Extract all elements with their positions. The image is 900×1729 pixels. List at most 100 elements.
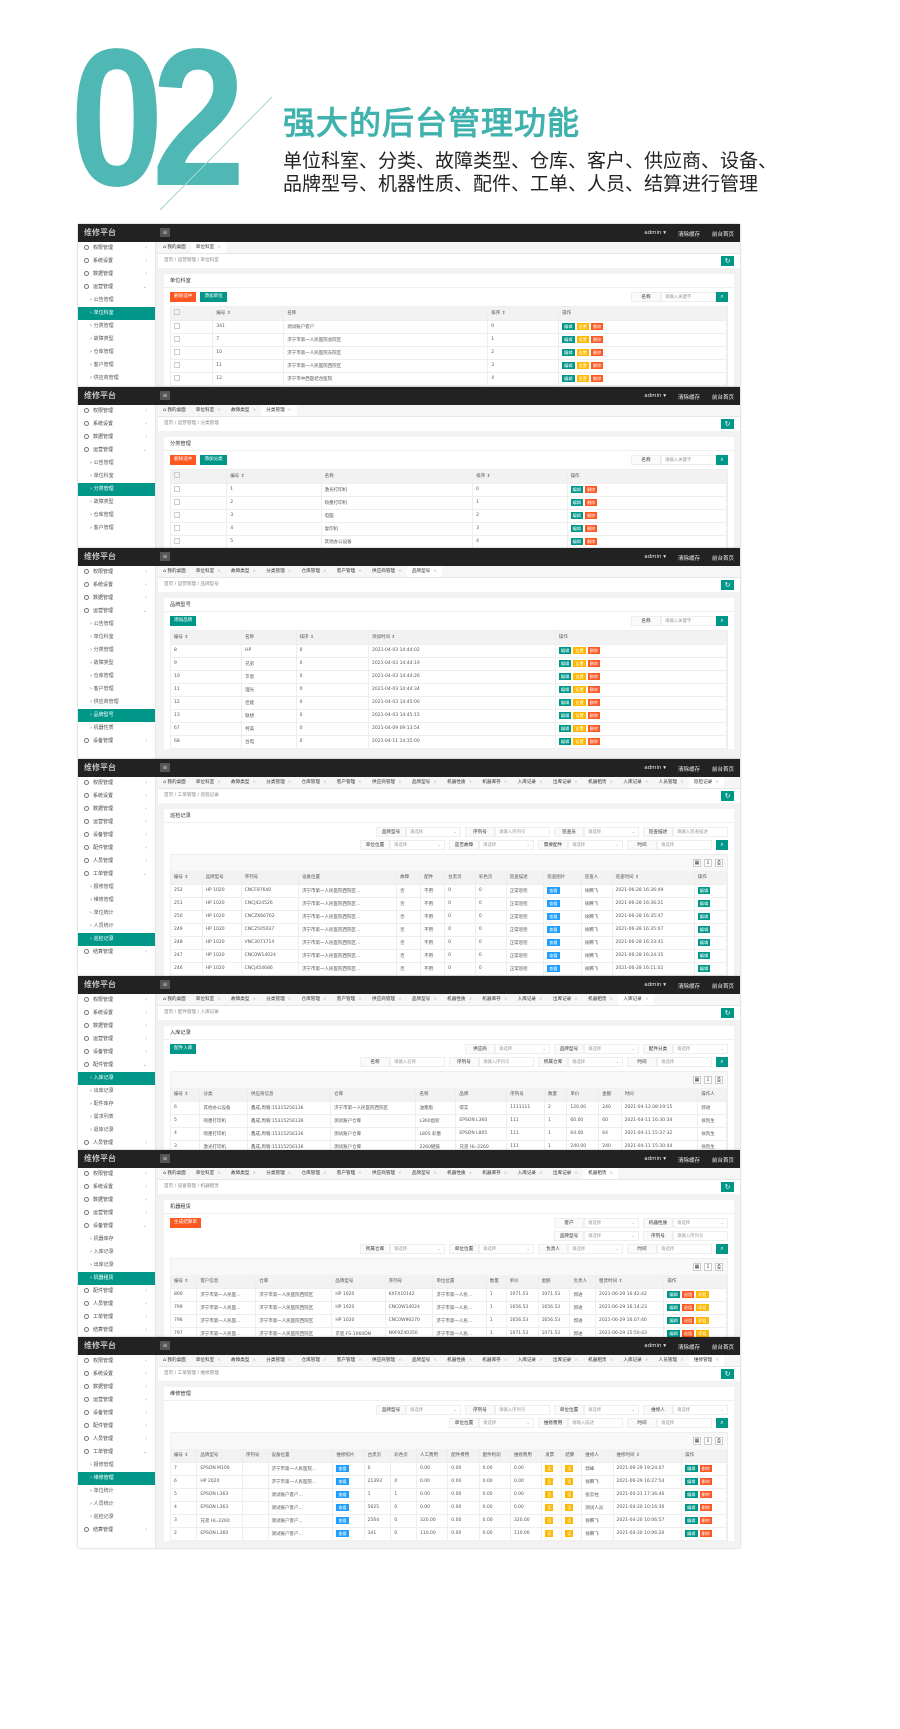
checkbox[interactable] (174, 348, 180, 355)
sidebar-item[interactable]: › 公告管理 (78, 618, 155, 631)
search-input[interactable]: 请输入关键字 (661, 616, 716, 626)
close-icon[interactable]: × (715, 780, 720, 785)
row-teal-action-button[interactable]: 编辑 (558, 647, 572, 654)
checkbox[interactable] (174, 511, 180, 518)
tab[interactable]: 入库记录 × (513, 994, 548, 1005)
sidebar-item[interactable]: › 配件库存 (78, 1098, 155, 1111)
tab[interactable]: 仓库管理 × (297, 777, 332, 788)
delete-selected-button[interactable]: 删除选中 (170, 455, 197, 465)
row-teal-action-button[interactable]: 编辑 (570, 486, 583, 493)
row-teal-action-button[interactable]: 编辑 (697, 926, 711, 933)
table-row[interactable]: 4 EPSON L363 测试账户客户... 查看 5625 0 0.00 0.00 0.00 0… (171, 1500, 727, 1514)
sidebar-item[interactable]: 人员管理 ‹ (78, 1298, 155, 1311)
columns-icon[interactable]: ▦ (693, 1076, 701, 1084)
sidebar-item[interactable]: 权限管理 ‹ (78, 1168, 155, 1181)
cell-badge[interactable]: 查看 (547, 913, 560, 920)
row-teal-action-button[interactable]: 编辑 (685, 1504, 698, 1511)
clear-cache-link[interactable]: 清除缓存 (677, 232, 700, 238)
sidebar-item[interactable]: 权限管理 ‹ (78, 566, 155, 579)
filter-select[interactable]: 请选择 ⌄ (479, 840, 534, 850)
sidebar-item[interactable]: › 公告管理 (78, 294, 155, 307)
row-teal-action-button[interactable]: 编辑 (697, 900, 711, 907)
row-yellow-action-button[interactable]: 设置 (576, 349, 589, 356)
close-icon[interactable]: × (539, 1171, 543, 1176)
tab[interactable]: 机器租赁 × (583, 1168, 619, 1179)
close-icon[interactable]: × (217, 569, 222, 574)
sidebar-item[interactable]: › 单位科室 (78, 470, 155, 483)
filter-select[interactable]: 请选择 ⌄ (568, 1244, 623, 1254)
front-home-link[interactable]: 前台首页 (711, 232, 734, 238)
row-teal-action-button[interactable]: 编辑 (562, 336, 575, 343)
row-red-action-button[interactable]: 删除 (699, 1504, 712, 1511)
sidebar-item[interactable]: › 出库记录 (78, 1259, 155, 1272)
cell-badge[interactable]: 查看 (547, 965, 560, 973)
refresh-icon[interactable]: ↻ (721, 580, 734, 590)
row-yellow-action-button[interactable]: 设置 (576, 375, 589, 383)
sidebar-item[interactable]: 系统设置 ‹ (78, 579, 155, 592)
sidebar-item[interactable]: 运营管理 ⌄ (78, 605, 155, 618)
tab[interactable]: 入库记录 × (513, 777, 548, 788)
sidebar-item[interactable]: › 仓库管理 (78, 346, 155, 359)
tab[interactable]: 机器租赁 × (583, 777, 618, 788)
primary-action-button[interactable]: 配件入库 (170, 1044, 197, 1054)
filter-input[interactable]: 请输入名称 (390, 1057, 445, 1067)
tab[interactable]: 品牌型号 × (407, 994, 442, 1005)
sidebar-item[interactable]: 运营管理 ⌄ (78, 281, 155, 294)
cell-badge[interactable]: 查看 (547, 887, 560, 894)
tab[interactable]: 分类管理 × (261, 566, 296, 577)
sidebar-item[interactable]: › 巡检记录 (78, 933, 155, 946)
close-icon[interactable]: × (433, 569, 438, 574)
sidebar-item[interactable]: › 单位科室 (78, 631, 155, 644)
table-row[interactable]: 249 HP 1020 CNC2505037 济宁市第一人民医院西院区... 否不用 0 0… (171, 922, 728, 936)
sidebar-item[interactable]: 设备管理 ‹ (78, 735, 155, 748)
cell-badge[interactable]: 查看 (336, 1530, 349, 1538)
table-row[interactable]: 797 济宁市第一人民医... 济宁市第一人民医院西院区 京瓷 FS-1060DN N9… (171, 1326, 727, 1337)
table-row[interactable]: 5 其他办公设备 4 编辑 删除 (171, 534, 728, 548)
cell-badge[interactable]: 否 (545, 1478, 554, 1485)
table-row[interactable]: 2 喷墨打印机 1 编辑 删除 (171, 495, 728, 509)
sidebar-item[interactable]: 工单管理 ⌄ (78, 868, 155, 881)
table-row[interactable]: 250 HP 1020 CNCZK66762 济宁市第一人民医院西院区... 否不用 0 0… (171, 909, 728, 923)
clear-cache-link[interactable]: 清除缓存 (677, 1345, 700, 1351)
sidebar-item[interactable]: 设备管理 ‹ (78, 1046, 155, 1059)
checkbox-cell[interactable] (171, 482, 228, 496)
sidebar-item[interactable]: › 机器库存 (78, 1233, 155, 1246)
sidebar-item[interactable]: 系统设置 ‹ (78, 1181, 155, 1194)
row-red-action-button[interactable]: 删除 (587, 686, 601, 693)
tab[interactable]: 单位科室 × (191, 777, 226, 788)
columns-icon[interactable]: ▦ (693, 1437, 701, 1445)
close-icon[interactable]: × (217, 245, 222, 250)
row-red-action-button[interactable]: 删除 (584, 538, 598, 546)
sidebar-item[interactable]: › 需求列表 (78, 1111, 155, 1124)
tab-home[interactable]: ⌂ 我的桌面 (158, 566, 191, 577)
tab[interactable]: 供应商管理 × (367, 777, 407, 788)
row-red-action-button[interactable]: 删除 (587, 660, 601, 667)
close-icon[interactable]: × (252, 1171, 257, 1176)
row-yellow-action-button[interactable]: 设置 (576, 362, 589, 369)
close-icon[interactable]: × (358, 1171, 363, 1176)
menu-toggle-icon[interactable]: ≡ (160, 1341, 170, 1350)
row-teal-action-button[interactable]: 编辑 (685, 1517, 698, 1524)
tab-home[interactable]: ⌂ 我的桌面 (158, 405, 191, 416)
cell-badge[interactable]: 否 (565, 1517, 574, 1524)
tab[interactable]: 分类管理 × (261, 777, 296, 788)
row-red-action-button[interactable]: 删除 (590, 323, 604, 330)
row-teal-action-button[interactable]: 编辑 (667, 1304, 680, 1311)
row-yellow-action-button[interactable]: 续租 (696, 1317, 709, 1324)
sidebar-item[interactable]: 系统设置 ‹ (78, 790, 155, 803)
row-teal-action-button[interactable]: 编辑 (558, 699, 572, 706)
cell-badge[interactable]: 否 (545, 1530, 554, 1538)
row-yellow-action-button[interactable]: 续租 (696, 1304, 709, 1311)
sidebar-item[interactable]: 系统设置 ‹ (78, 1368, 155, 1381)
refresh-icon[interactable]: ↻ (721, 791, 734, 801)
close-icon[interactable]: × (252, 997, 257, 1002)
table-row[interactable]: 7 济宁市第一人民医院总院区 1 编辑 设置 删除 (171, 332, 727, 346)
sidebar-item[interactable]: 运营管理 ‹ (78, 1394, 155, 1407)
row-red-action-button[interactable]: 删除 (590, 349, 604, 356)
sidebar-item[interactable]: 运营管理 ‹ (78, 1207, 155, 1220)
row-red-action-button[interactable]: 删除 (584, 525, 598, 532)
close-icon[interactable]: × (217, 1358, 222, 1363)
checkbox[interactable] (174, 374, 180, 381)
table-row[interactable]: 4 复印机 3 编辑 删除 (171, 521, 728, 535)
row-yellow-action-button[interactable]: 设置 (573, 647, 586, 654)
